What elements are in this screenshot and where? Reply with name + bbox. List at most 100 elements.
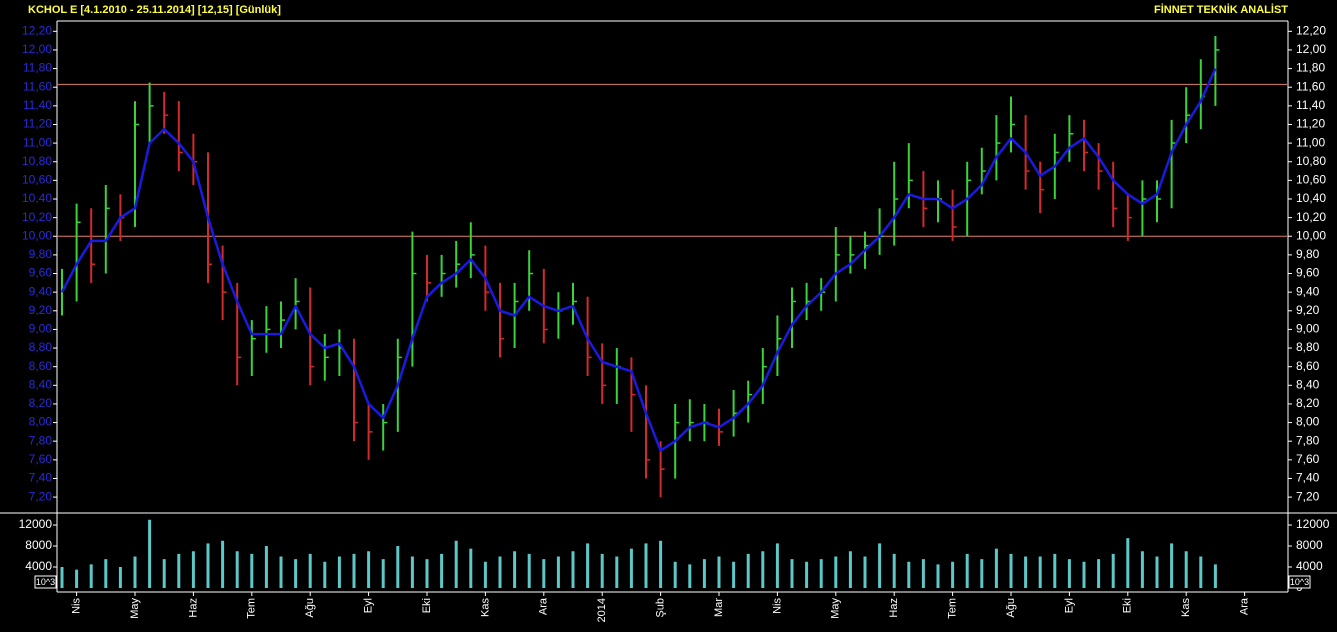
scale-label: 10^3	[36, 577, 55, 587]
y-tick-label: 9,20	[1296, 303, 1320, 317]
volume-bar	[834, 556, 838, 588]
volume-bar	[1082, 561, 1086, 588]
x-tick-label: Haz	[187, 598, 199, 618]
y-tick-label: 11,60	[1296, 79, 1325, 93]
volume-bar	[294, 559, 298, 588]
volume-bar	[629, 548, 633, 588]
y-tick-label: 12,20	[1296, 23, 1326, 37]
volume-bar	[75, 569, 79, 588]
x-tick-label: Mar	[713, 598, 725, 617]
volume-bar	[527, 553, 531, 588]
x-tick-label: Nis	[71, 598, 83, 614]
volume-bar	[513, 551, 517, 588]
volume-bar	[965, 553, 969, 588]
y-tick-label: 9,00	[29, 322, 53, 336]
x-tick-label: Ağu	[304, 598, 316, 618]
volume-bar	[381, 559, 385, 588]
volume-bar	[191, 551, 195, 588]
volume-bar	[571, 551, 575, 588]
volume-bar	[702, 559, 706, 588]
y-tick-label: 10,40	[22, 191, 52, 205]
volume-bar	[761, 551, 765, 588]
volume-bar	[1053, 553, 1057, 588]
volume-bar	[848, 551, 852, 588]
volume-bar	[1126, 538, 1130, 588]
scale-box	[34, 575, 57, 589]
volume-bar	[951, 561, 955, 588]
volume-bar	[235, 551, 239, 588]
volume-bar	[1155, 556, 1159, 588]
x-tick-label: Şub	[655, 598, 667, 618]
volume-bar	[688, 564, 692, 588]
y-tick-label: 7,20	[1296, 489, 1320, 503]
y-tick-label: 8,80	[1296, 340, 1320, 354]
y-tick-label: 11,80	[1296, 61, 1325, 75]
y-tick-label: 9,20	[29, 303, 53, 317]
y-tick-label: 11,20	[1296, 117, 1325, 131]
y-tick-label: 7,60	[1296, 452, 1320, 466]
volume-bar	[148, 519, 152, 588]
volume-bar	[1140, 551, 1144, 588]
volume-bar	[907, 561, 911, 588]
y-tick-label: 10,80	[1296, 154, 1326, 168]
chart-title: KCHOL E [4.1.2010 - 25.11.2014] [12,15] …	[28, 4, 281, 16]
volume-bar	[1097, 559, 1101, 588]
y-tick-label: 12000	[19, 517, 53, 531]
y-tick-label: 8,40	[29, 377, 53, 391]
y-tick-label: 9,40	[29, 284, 53, 298]
y-tick-label: 8,00	[1296, 415, 1320, 429]
volume-bar	[440, 553, 444, 588]
y-tick-label: 11,80	[23, 61, 52, 75]
volume-bar	[659, 540, 663, 588]
y-tick-label: 10,00	[1296, 228, 1326, 242]
volume-bar	[775, 543, 779, 588]
volume-bar	[498, 556, 502, 588]
x-tick-label: Kas	[1180, 598, 1192, 617]
scale-box	[1288, 575, 1311, 589]
volume-bar	[279, 556, 283, 588]
y-tick-label: 9,80	[1296, 247, 1320, 261]
x-tick-label: Ara	[538, 597, 550, 615]
y-tick-label: 9,60	[29, 266, 53, 280]
price-panel: 7,20 7,20 7,40 7,40 7,60 7,60 7,80 7,80 8,00 8,00…	[22, 23, 1326, 622]
x-tick-label: Eyl	[363, 598, 375, 613]
volume-bar	[556, 556, 560, 588]
y-tick-label: 11,20	[23, 117, 52, 131]
volume-bar	[337, 556, 341, 588]
volume-bar	[644, 543, 648, 588]
volume-bar	[352, 553, 356, 588]
y-tick-label: 8,60	[29, 359, 53, 373]
y-tick-label: 7,60	[29, 452, 53, 466]
y-tick-label: 7,40	[29, 471, 53, 485]
x-tick-label: Eki	[1122, 598, 1134, 613]
volume-bar	[819, 559, 823, 588]
y-tick-label: 7,80	[1296, 433, 1320, 447]
x-tick-label: Ağu	[1005, 598, 1017, 618]
y-tick-label: 12,00	[22, 42, 52, 56]
y-tick-label: 10,00	[22, 228, 52, 242]
y-tick-label: 9,40	[1296, 284, 1320, 298]
y-tick-label: 8,20	[29, 396, 53, 410]
volume-bar	[673, 561, 677, 588]
volume-bar	[177, 553, 181, 588]
y-tick-label: 8,40	[1296, 377, 1320, 391]
volume-bar	[1067, 559, 1071, 588]
x-tick-label: Eyl	[1063, 598, 1075, 613]
y-tick-label: 10,80	[22, 154, 52, 168]
y-tick-label: 8,80	[29, 340, 53, 354]
volume-bar	[980, 559, 984, 588]
x-tick-label: Kas	[479, 598, 491, 617]
volume-bar	[936, 564, 940, 588]
y-tick-label: 11,00	[23, 135, 52, 149]
volume-bar	[323, 561, 327, 588]
volume-bar	[367, 551, 371, 588]
volume-panel: 04000400080008000120001200010^310^3	[19, 517, 1330, 594]
volume-bar	[790, 559, 794, 588]
x-tick-label: Eki	[421, 598, 433, 613]
volume-bar	[1009, 553, 1013, 588]
volume-bar	[469, 548, 473, 588]
volume-bar	[396, 546, 400, 588]
